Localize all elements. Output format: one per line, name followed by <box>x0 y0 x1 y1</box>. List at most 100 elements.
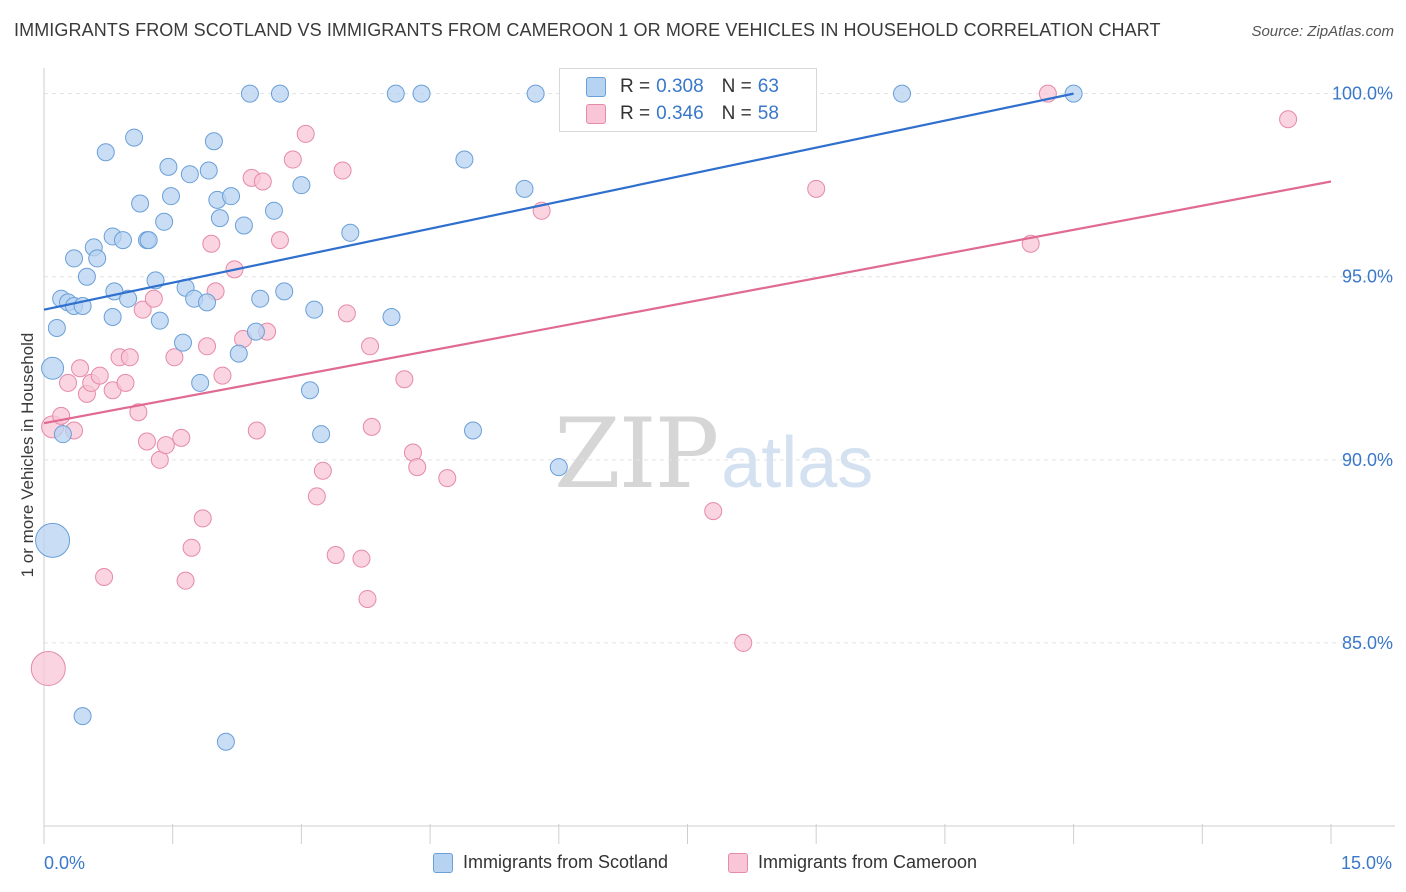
source-credit: Source: ZipAtlas.com <box>1251 23 1394 40</box>
data-point-cameroon <box>120 348 139 367</box>
watermark-zip: ZIP <box>554 398 719 510</box>
data-point-cameroon <box>704 502 723 521</box>
data-point-cameroon <box>358 589 377 608</box>
bottom-legend-label-cameroon: Immigrants from Cameroon <box>758 852 978 872</box>
data-point-scotland <box>292 176 311 195</box>
watermark-atlas: atlas <box>721 423 874 503</box>
data-point-cameroon <box>1279 110 1298 129</box>
data-point-cameroon <box>307 487 326 506</box>
legend-r-value: 0.308 <box>656 76 704 97</box>
data-point-scotland <box>312 425 331 444</box>
series-cameroon-points <box>30 84 1298 687</box>
series-scotland-points <box>35 84 1083 751</box>
data-point-cameroon <box>156 436 175 455</box>
data-point-scotland <box>264 201 283 220</box>
data-point-scotland <box>53 425 72 444</box>
trend-line-scotland <box>43 92 1074 311</box>
data-point-cameroon <box>176 571 195 590</box>
data-point-cameroon <box>313 461 332 480</box>
data-point-scotland <box>198 293 217 312</box>
data-point-cameroon <box>807 179 826 198</box>
legend-r-label: R = <box>620 76 651 97</box>
legend-row-scotland: R = 0.308 N = 63 <box>586 74 779 100</box>
legend-r-value: 0.346 <box>656 103 704 124</box>
data-point-cameroon <box>129 403 148 422</box>
legend-n-value: 58 <box>757 103 779 124</box>
tick-labels: 85.0% 90.0% 95.0% 100.0% 0.0% 15.0% <box>44 84 1393 873</box>
data-point-scotland <box>210 209 229 228</box>
data-point-cameroon <box>172 428 191 447</box>
data-point-cameroon <box>283 150 302 169</box>
data-point-scotland <box>222 187 241 206</box>
data-point-cameroon <box>71 359 90 378</box>
data-point-cameroon <box>326 546 345 565</box>
data-point-scotland <box>139 231 158 250</box>
data-point-scotland <box>150 311 169 330</box>
data-point-scotland <box>229 344 248 363</box>
data-point-scotland <box>893 84 911 103</box>
data-point-cameroon <box>95 567 114 586</box>
bottom-legend-scotland: Immigrants from Scotland <box>433 852 668 873</box>
data-point-cameroon <box>362 417 381 436</box>
data-point-scotland <box>119 289 138 308</box>
data-point-cameroon <box>144 289 163 308</box>
legend-row-cameroon: R = 0.346 N = 58 <box>586 101 779 127</box>
watermark: ZIPatlas <box>554 398 873 510</box>
data-point-scotland <box>96 143 115 162</box>
data-point-cameroon <box>296 124 315 143</box>
data-point-scotland <box>240 84 259 103</box>
data-point-cameroon <box>361 337 380 356</box>
data-point-scotland <box>35 522 71 558</box>
legend-n-value: 63 <box>757 76 779 97</box>
legend-swatch-cameroon <box>586 104 606 124</box>
data-point-cameroon <box>133 300 152 319</box>
x-tick-label: 15.0% <box>1341 853 1392 873</box>
data-point-scotland <box>41 356 65 380</box>
bottom-legend-swatch-scotland <box>433 852 453 873</box>
data-point-scotland <box>155 212 174 231</box>
data-point-scotland <box>526 84 545 103</box>
y-tick-label: 100.0% <box>1332 84 1393 104</box>
data-point-scotland <box>246 322 265 341</box>
data-point-scotland <box>305 300 324 319</box>
data-point-cameroon <box>270 231 289 250</box>
data-point-scotland <box>455 150 474 169</box>
data-point-cameroon <box>213 366 232 385</box>
data-point-scotland <box>199 161 218 180</box>
data-point-scotland <box>103 308 122 327</box>
data-point-scotland <box>251 289 270 308</box>
legend-r-label: R = <box>620 103 651 124</box>
data-point-scotland <box>412 84 431 103</box>
data-point-cameroon <box>333 161 352 180</box>
data-point-scotland <box>77 267 96 286</box>
trend-lines <box>43 92 1332 425</box>
data-point-scotland <box>341 223 360 242</box>
legend-n-label: N = <box>721 76 752 97</box>
data-point-scotland <box>173 333 192 352</box>
x-tick-label: 0.0% <box>44 853 85 873</box>
bottom-legend-cameroon: Immigrants from Cameroon <box>728 852 977 873</box>
data-point-scotland <box>234 216 253 235</box>
data-point-cameroon <box>198 337 217 356</box>
data-point-scotland <box>88 249 107 268</box>
data-point-cameroon <box>247 421 266 440</box>
data-point-cameroon <box>90 366 109 385</box>
data-point-cameroon <box>395 370 414 389</box>
data-point-cameroon <box>438 469 457 488</box>
legend-swatch-scotland <box>586 77 606 97</box>
data-point-scotland <box>113 231 132 250</box>
data-point-cameroon <box>337 304 356 323</box>
data-point-cameroon <box>59 373 78 392</box>
data-point-cameroon <box>193 509 212 528</box>
data-point-cameroon <box>165 348 184 367</box>
data-point-cameroon <box>734 633 753 652</box>
y-tick-label: 90.0% <box>1342 450 1393 470</box>
data-point-scotland <box>270 84 289 103</box>
data-point-scotland <box>125 128 144 147</box>
data-point-scotland <box>65 249 84 268</box>
chart-title: IMMIGRANTS FROM SCOTLAND VS IMMIGRANTS F… <box>14 20 1161 40</box>
data-point-scotland <box>515 179 534 198</box>
data-point-scotland <box>191 373 210 392</box>
data-point-scotland <box>216 732 235 751</box>
